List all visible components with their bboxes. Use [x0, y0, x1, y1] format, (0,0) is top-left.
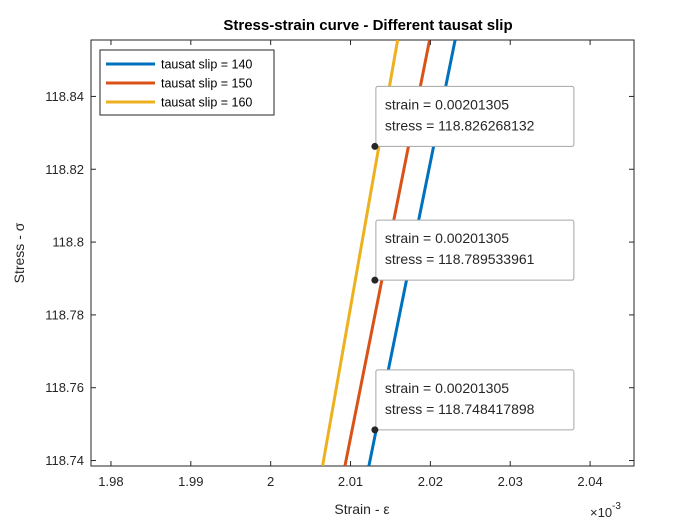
y-tick-label: 118.78: [45, 307, 84, 322]
y-tick-label: 118.74: [45, 453, 84, 468]
x-exponent-power: -3: [612, 501, 621, 512]
legend-label-3: tausat slip = 160: [161, 96, 252, 110]
y-tick-label: 118.8: [52, 235, 84, 250]
datatip-strain-text: strain = 0.00201305: [385, 230, 509, 246]
legend: tausat slip = 140 tausat slip = 150 tausat…: [99, 49, 275, 116]
x-tick-label: 2: [267, 474, 274, 489]
datatip-strain-text: strain = 0.00201305: [385, 96, 509, 112]
datatip-stress-text: stress = 118.789533961: [385, 251, 535, 267]
y-tick-label: 118.82: [45, 162, 84, 177]
datatip-1[interactable]: strain = 0.00201305 stress = 118.82626813…: [371, 85, 575, 150]
datatip-marker: [371, 426, 379, 434]
datatip-strain-text: strain = 0.00201305: [385, 380, 509, 396]
x-tick-label: 2.01: [338, 474, 363, 489]
y-axis-label: Stress - σ: [11, 222, 27, 283]
datatip-box: [375, 219, 575, 281]
datatip-stress-text: stress = 118.826268132: [385, 117, 535, 133]
x-tick-label: 2.04: [577, 474, 602, 489]
x-tick-label: 2.02: [418, 474, 443, 489]
datatip-stress-text: stress = 118.748417898: [385, 401, 535, 417]
datatip-box: [375, 85, 575, 147]
y-tick-label: 118.84: [45, 89, 84, 104]
legend-label-1: tausat slip = 140: [161, 58, 252, 72]
plot-area: 1.98 1.99 2 2.01 2.02 2.03 2.04 118.74 118.76 118…: [45, 39, 635, 489]
chart-title: Stress-strain curve - Different tausat s…: [223, 17, 512, 34]
datatip-marker: [371, 142, 379, 150]
x-tick-label: 1.99: [178, 474, 203, 489]
y-tick-label: 118.76: [45, 380, 84, 395]
datatip-box: [375, 369, 575, 431]
x-exponent-base: ×10: [590, 505, 612, 520]
x-tick-label: 2.03: [498, 474, 523, 489]
datatip-marker: [371, 276, 379, 284]
datatip-3[interactable]: strain = 0.00201305 stress = 118.74841789…: [371, 369, 575, 434]
x-tick-label: 1.98: [98, 474, 123, 489]
datatip-2[interactable]: strain = 0.00201305 stress = 118.78953396…: [371, 219, 575, 284]
legend-label-2: tausat slip = 150: [161, 77, 252, 91]
x-axis-label: Strain - ε: [334, 501, 389, 517]
